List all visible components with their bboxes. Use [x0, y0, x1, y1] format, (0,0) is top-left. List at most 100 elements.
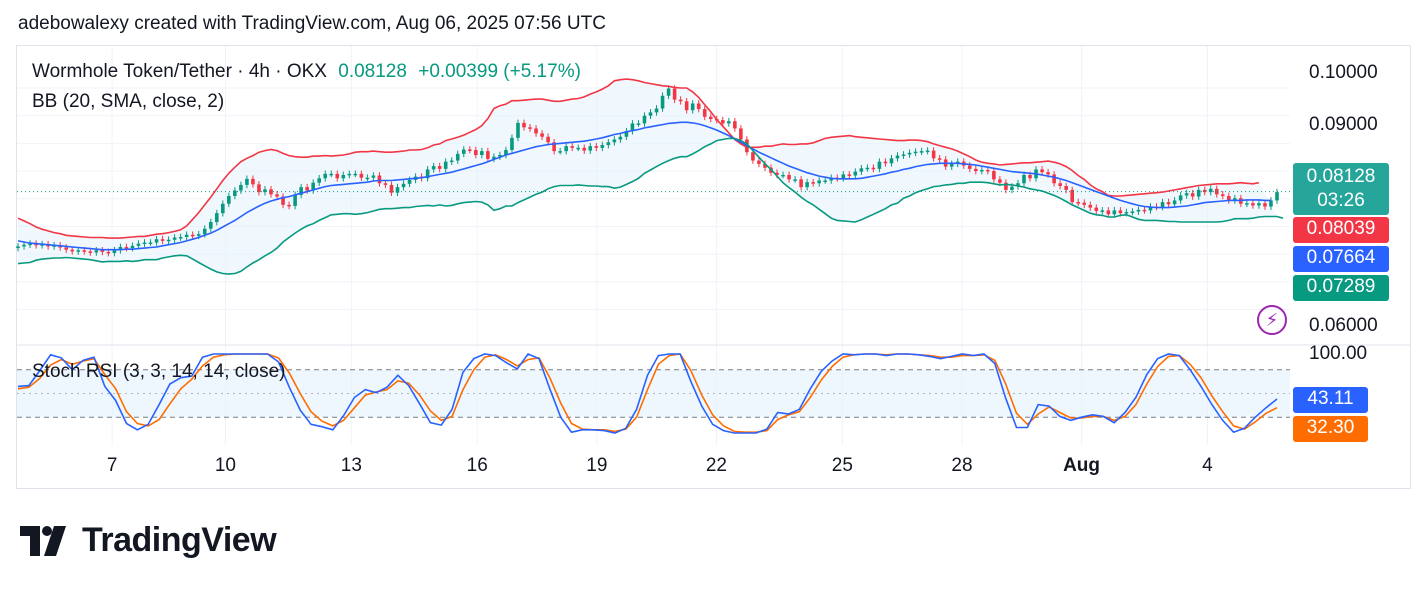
candle-up — [853, 171, 858, 176]
stoch-k-tag: 43.11 — [1293, 387, 1368, 413]
candle-down — [1076, 202, 1081, 204]
candle-up — [166, 239, 171, 242]
candle-down — [269, 189, 273, 195]
y-tick-2: 0.06000 — [1309, 315, 1378, 336]
candle-down — [377, 175, 382, 184]
candle-down — [540, 133, 544, 137]
candle-up — [654, 108, 659, 113]
candle-up — [353, 173, 358, 176]
lightning-bolt-icon[interactable]: ⚡︎ — [1257, 305, 1287, 335]
candle-up — [196, 234, 201, 236]
candle-up — [727, 121, 731, 124]
candle-up — [1112, 210, 1117, 215]
candle-up — [564, 146, 568, 152]
candle-up — [925, 150, 930, 153]
bar-countdown: 03:26 — [1317, 190, 1365, 211]
candle-up — [425, 169, 430, 179]
candle-down — [474, 150, 478, 156]
candle-up — [618, 136, 623, 140]
candle-up — [865, 167, 870, 170]
candle-down — [757, 160, 761, 164]
candle-up — [112, 250, 117, 254]
y-tick-1: 0.09000 — [1309, 114, 1378, 135]
candle-down — [70, 249, 75, 252]
candle-up — [214, 213, 219, 223]
candle-down — [88, 251, 93, 253]
stoch-y-tick: 100.00 — [1309, 343, 1368, 364]
x-tick-label: Aug — [1063, 455, 1101, 476]
candle-down — [733, 121, 737, 129]
candle-down — [1052, 174, 1056, 184]
candle-up — [889, 158, 894, 164]
last-price-value: 0.08128 — [1306, 166, 1376, 187]
bb-lower-tag: 0.07289 — [1293, 275, 1389, 301]
candle-up — [1196, 189, 1201, 197]
x-tick-label: 25 — [831, 455, 853, 476]
x-tick-label: 22 — [705, 455, 728, 476]
stoch-rsi-pane — [17, 353, 1290, 434]
candle-down — [106, 251, 111, 254]
candle-up — [184, 234, 189, 237]
bb-upper-line — [17, 78, 1260, 239]
candle-up — [118, 246, 123, 251]
candle-up — [606, 142, 611, 146]
candle-down — [1088, 204, 1093, 208]
bb-legend[interactable]: BB (20, SMA, close, 2) — [32, 91, 225, 112]
candle-up — [510, 137, 514, 151]
candle-up — [154, 239, 159, 243]
candle-up — [329, 173, 334, 176]
candle-up — [148, 242, 153, 245]
bb-basis-line — [17, 121, 1271, 251]
stoch-legend[interactable]: Stoch RSI (3, 3, 14, 14, close) — [32, 361, 286, 382]
candle-down — [82, 250, 87, 252]
candle-down — [287, 204, 291, 207]
candle-down — [937, 158, 942, 160]
candle-down — [522, 122, 526, 128]
candle-up — [401, 183, 406, 188]
candle-up — [504, 150, 508, 156]
candle-down — [1040, 169, 1044, 173]
candle-up — [1100, 210, 1105, 212]
tradingview-logo[interactable]: TradingView — [20, 521, 277, 560]
candle-up — [1124, 212, 1129, 214]
candle-up — [901, 154, 906, 156]
candle-up — [919, 151, 924, 153]
candle-up — [793, 179, 797, 181]
candle-down — [359, 173, 364, 178]
bb-upper-tag: 0.08039 — [1293, 217, 1389, 243]
candle-up — [498, 155, 502, 157]
x-tick-label: 19 — [586, 455, 608, 476]
bb-basis-tag: 0.07664 — [1293, 246, 1389, 272]
candle-up — [516, 122, 520, 138]
candle-down — [684, 101, 689, 111]
candle-up — [443, 161, 448, 169]
candle-down — [546, 136, 550, 143]
candle-down — [1166, 202, 1171, 205]
candle-down — [251, 178, 255, 185]
symbol-legend[interactable]: Wormhole Token/Tether · 4h · OKX 0.08128… — [32, 61, 581, 83]
candle-up — [431, 166, 436, 170]
x-tick-label: 28 — [951, 455, 973, 476]
candle-up — [829, 177, 834, 181]
candle-down — [281, 196, 285, 205]
candle-down — [871, 167, 876, 170]
candle-up — [1275, 192, 1279, 201]
candle-up — [877, 161, 882, 169]
candle-up — [823, 180, 828, 182]
chart-frame — [16, 45, 1411, 489]
candle-up — [239, 184, 243, 191]
candle-up — [781, 174, 785, 177]
x-tick-label: 13 — [340, 455, 362, 476]
price-change: +0.00399 (+5.17%) — [418, 61, 581, 82]
last-price-tag: 0.08128 03:26 — [1293, 163, 1389, 215]
candle-down — [1082, 202, 1087, 205]
candle-down — [1118, 210, 1123, 214]
candle-up — [221, 203, 225, 214]
candle-down — [389, 184, 394, 193]
candle-up — [365, 177, 370, 180]
candle-up — [666, 88, 671, 96]
candle-up — [323, 173, 328, 179]
candle-down — [672, 88, 677, 100]
x-tick-label: 16 — [466, 455, 488, 476]
